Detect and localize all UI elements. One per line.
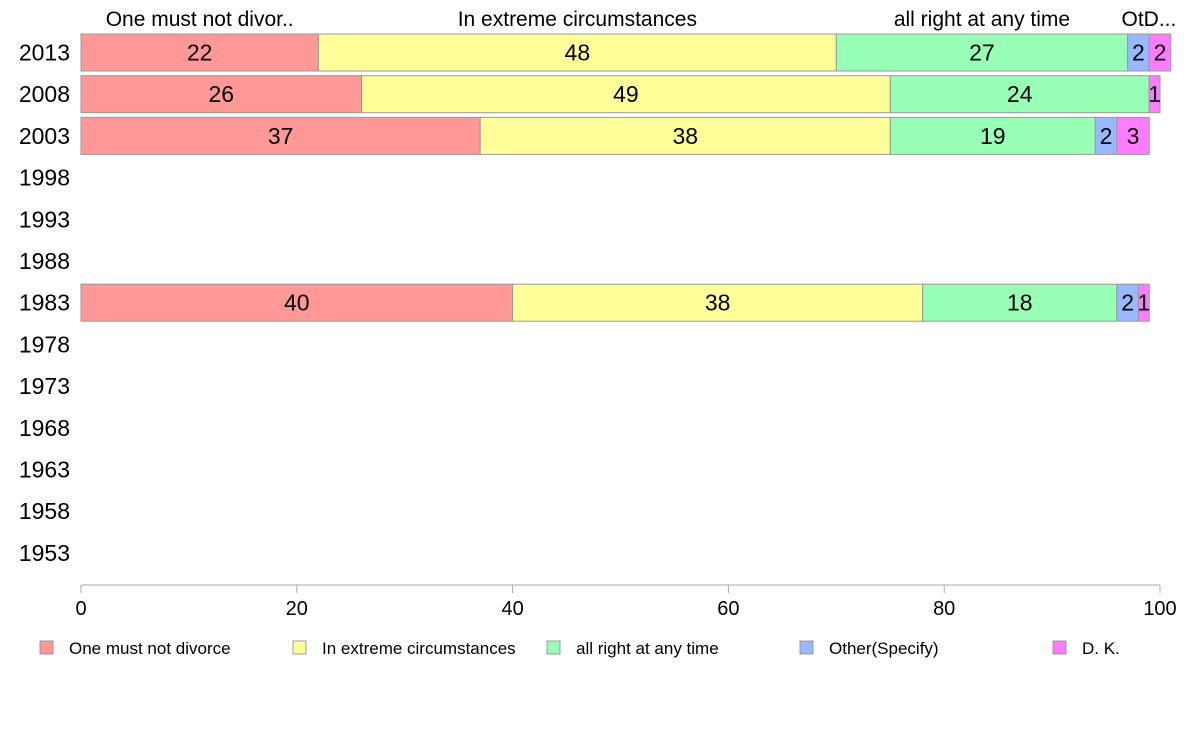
bars-layer: 22 48 27 2 226 49 24 137 38 19 2 340 38 18 2 1 bbox=[80, 33, 1172, 322]
data-label-1983-series-0: 40 bbox=[284, 290, 310, 316]
legend-label-3: Other(Specify) bbox=[829, 639, 939, 658]
y-axis: 2013 2008 2003 1998 1993 1988 1983 1978 1973 1968… bbox=[19, 40, 70, 566]
bar-2003-series-0 bbox=[80, 116, 481, 155]
x-tick-80: 80 bbox=[933, 598, 955, 620]
bar-1983-series-1 bbox=[512, 283, 924, 322]
data-label-2013-series-0: 22 bbox=[187, 40, 213, 66]
bar-1983-series-4 bbox=[1137, 283, 1150, 322]
x-axis: 0 20 40 60 80 100 bbox=[75, 584, 1177, 620]
data-label-2013-series-4: 2 bbox=[1154, 40, 1167, 66]
y-tick-1988: 1988 bbox=[19, 248, 70, 274]
data-label-1983-series-4: 1 bbox=[1137, 290, 1150, 316]
data-label-2008-series-1: 49 bbox=[613, 81, 639, 107]
y-tick-2008: 2008 bbox=[19, 81, 70, 107]
data-label-2003-series-4: 3 bbox=[1127, 123, 1140, 149]
y-tick-1958: 1958 bbox=[19, 498, 70, 524]
y-tick-1963: 1963 bbox=[19, 457, 70, 483]
x-tick-100: 100 bbox=[1143, 598, 1176, 620]
legend-swatch-1 bbox=[292, 640, 307, 655]
y-tick-1993: 1993 bbox=[19, 206, 70, 232]
data-label-2003-series-2: 19 bbox=[980, 123, 1006, 149]
data-label-2003-series-1: 38 bbox=[672, 123, 698, 149]
legend: One must not divorce In extreme circumsta… bbox=[39, 639, 1120, 658]
bar-2013-series-0 bbox=[80, 33, 319, 72]
series-top-labels: One must not divor.. In extreme circumsta… bbox=[106, 8, 1177, 31]
legend-swatch-4 bbox=[1052, 640, 1067, 655]
series-top-label-2: all right at any time bbox=[894, 8, 1070, 31]
data-label-2003-series-0: 37 bbox=[268, 123, 294, 149]
y-tick-1968: 1968 bbox=[19, 415, 70, 441]
data-label-1983-series-1: 38 bbox=[705, 290, 731, 316]
series-top-label-0: One must not divor.. bbox=[106, 8, 294, 31]
bar-2013-series-4 bbox=[1148, 33, 1172, 72]
y-tick-1973: 1973 bbox=[19, 373, 70, 399]
data-label-2013-series-1: 48 bbox=[565, 40, 591, 66]
bar-2008-series-1 bbox=[361, 75, 891, 114]
y-tick-1983: 1983 bbox=[19, 290, 70, 316]
bar-2013-series-1 bbox=[317, 33, 837, 72]
series-top-label-1: In extreme circumstances bbox=[458, 8, 697, 31]
legend-swatch-0 bbox=[39, 640, 54, 655]
legend-label-1: In extreme circumstances bbox=[322, 639, 516, 658]
legend-label-4: D. K. bbox=[1082, 639, 1120, 658]
y-tick-1953: 1953 bbox=[19, 540, 70, 566]
data-label-2003-series-3: 2 bbox=[1100, 123, 1113, 149]
legend-swatch-2 bbox=[546, 640, 561, 655]
x-tick-60: 60 bbox=[717, 598, 739, 620]
data-label-2008-series-4: 1 bbox=[1148, 81, 1161, 107]
bar-1983-series-0 bbox=[80, 283, 514, 322]
data-label-2008-series-0: 26 bbox=[208, 81, 234, 107]
legend-swatch-3 bbox=[799, 640, 814, 655]
legend-label-2: all right at any time bbox=[576, 639, 719, 658]
data-label-1983-series-3: 2 bbox=[1121, 290, 1134, 316]
series-top-label-4: D... bbox=[1144, 8, 1177, 31]
bar-2003-series-4 bbox=[1116, 116, 1150, 155]
data-label-2008-series-2: 24 bbox=[1007, 81, 1033, 107]
y-tick-2003: 2003 bbox=[19, 123, 70, 149]
y-tick-1998: 1998 bbox=[19, 165, 70, 191]
data-label-1983-series-2: 18 bbox=[1007, 290, 1033, 316]
x-tick-20: 20 bbox=[286, 598, 308, 620]
bar-1983-series-2 bbox=[922, 283, 1118, 322]
bar-2003-series-1 bbox=[479, 116, 891, 155]
bar-2008-series-2 bbox=[889, 75, 1150, 114]
y-tick-1978: 1978 bbox=[19, 331, 70, 357]
bar-2008-series-4 bbox=[1148, 75, 1161, 114]
series-top-label-3: Ot.. bbox=[1121, 8, 1155, 31]
data-label-2013-series-2: 27 bbox=[969, 40, 995, 66]
bar-2013-series-2 bbox=[835, 33, 1129, 72]
bar-2008-series-0 bbox=[80, 75, 363, 114]
x-tick-40: 40 bbox=[501, 598, 523, 620]
legend-label-0: One must not divorce bbox=[69, 639, 231, 658]
y-tick-2013: 2013 bbox=[19, 40, 70, 66]
data-label-2013-series-3: 2 bbox=[1132, 40, 1145, 66]
x-tick-0: 0 bbox=[75, 598, 86, 620]
